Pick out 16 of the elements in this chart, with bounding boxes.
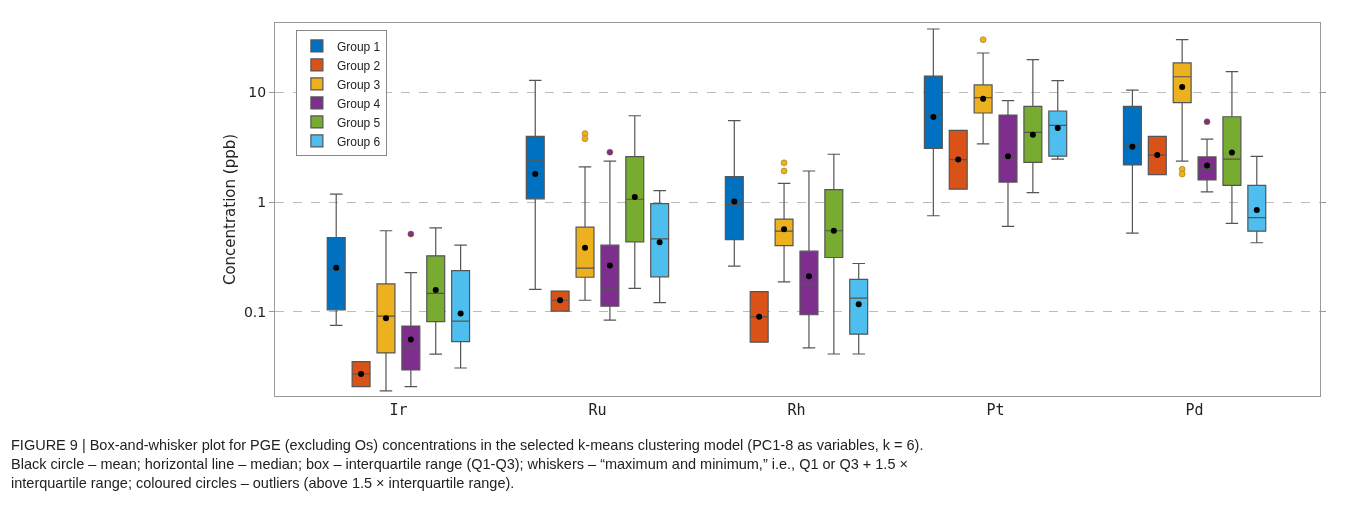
x-tick-label: Ir xyxy=(389,401,408,419)
x-tick-label: Pd xyxy=(1185,401,1204,419)
x-tick-label: Rh xyxy=(787,401,806,419)
legend-label: Group 3 xyxy=(336,77,381,92)
y-tick-label: 1 xyxy=(257,193,267,210)
x-tick-label: Pt xyxy=(986,401,1005,419)
legend-label: Group 4 xyxy=(336,96,381,111)
legend-label: Group 1 xyxy=(336,39,381,54)
y-axis-title: Concentration (ppb) xyxy=(221,133,239,286)
caption: FIGURE 9 | Box-and-whisker plot for PGE (excluding Os) concentrations in the selected k-means clustering model (PC1-8 as variables, k = 6). Black circle – mean; horizontal line – median; box – interquartile range (Q1-Q3); whiskers – “maximum and minimum,” i.e., Q1 or Q3 + 1.5 × interquartile range; coloured circles – outliers (above 1.5 × interquartile range). xyxy=(11,437,924,491)
y-tick-label: 0.1 xyxy=(243,303,267,320)
y-tick-label: 10 xyxy=(248,84,267,101)
legend-label: Group 2 xyxy=(336,58,381,73)
legend-label: Group 6 xyxy=(336,134,381,149)
legend-label: Group 5 xyxy=(336,115,381,130)
x-tick-label: Ru xyxy=(588,401,607,419)
